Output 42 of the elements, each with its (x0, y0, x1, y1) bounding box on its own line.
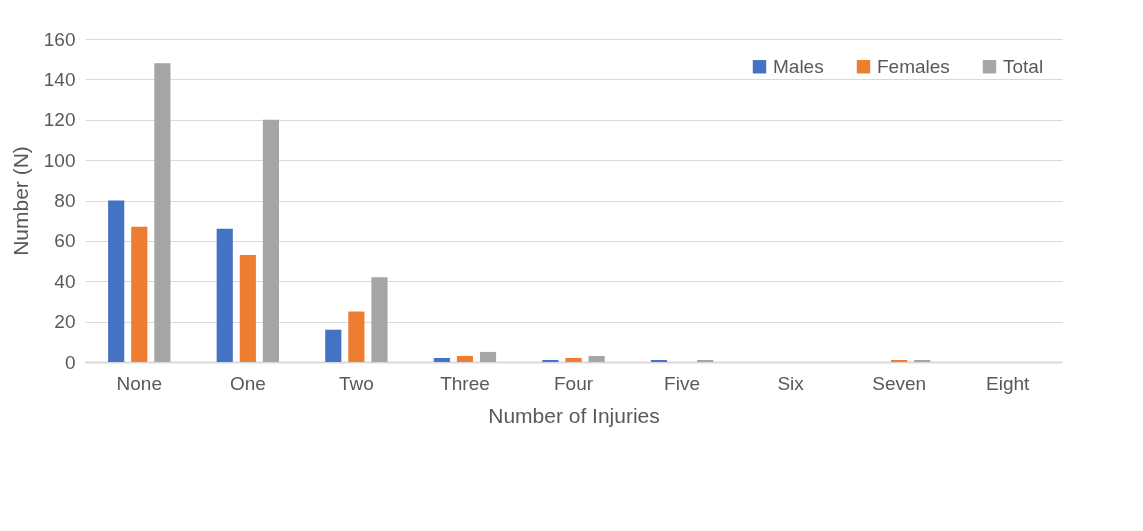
x-tick-label: One (229, 372, 266, 394)
x-tick-label: Four (553, 372, 594, 394)
x-tick-label: None (116, 372, 162, 394)
bar (131, 226, 148, 362)
bar (325, 329, 342, 362)
bar (371, 277, 388, 362)
x-tick-label: Six (777, 372, 805, 394)
bar (588, 355, 605, 362)
y-tick-label: 0 (64, 351, 76, 373)
bar (348, 311, 365, 362)
bar (479, 351, 497, 362)
y-axis-title: Number (N) (8, 146, 32, 256)
bar (262, 119, 280, 362)
bar (456, 355, 474, 362)
y-tick-label: 160 (43, 28, 76, 50)
legend-label: Females (877, 55, 950, 77)
y-tick-label: 80 (54, 190, 76, 211)
x-tick-label: Two (338, 372, 374, 394)
y-tick-label: 20 (54, 311, 76, 333)
bar (542, 359, 559, 362)
bar (239, 255, 256, 362)
y-tick-label: 60 (54, 230, 76, 252)
bar (697, 359, 714, 362)
y-tick-label: 40 (54, 270, 76, 292)
x-axis-title: Number of Injuries (488, 403, 660, 427)
x-tick-label: Eight (986, 372, 1031, 394)
bar (433, 357, 450, 362)
y-tick-label: 120 (43, 109, 76, 131)
bar (565, 357, 582, 362)
x-tick-label: Seven (872, 372, 927, 394)
bar (154, 63, 171, 362)
x-tick-label: Five (664, 372, 701, 394)
bar (108, 200, 125, 362)
legend-label: Total (1003, 55, 1044, 77)
y-tick-label: 100 (43, 149, 76, 171)
bar (891, 359, 908, 362)
y-tick-label: 140 (43, 68, 76, 90)
x-tick-label: Three (440, 372, 490, 394)
bar (650, 359, 668, 362)
legend-label: Males (773, 55, 824, 77)
bar (216, 228, 233, 362)
bar (914, 359, 931, 362)
